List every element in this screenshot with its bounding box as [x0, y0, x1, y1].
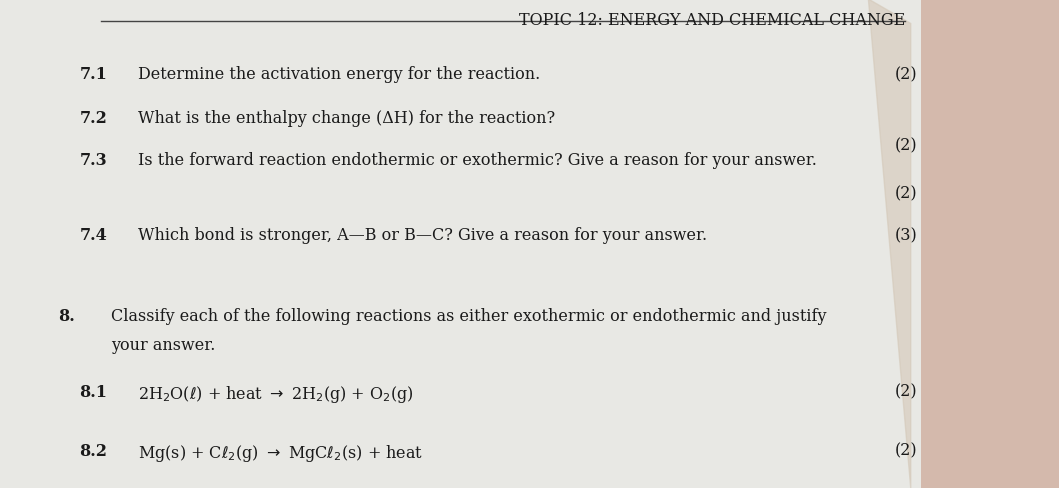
Text: 8.: 8. — [58, 307, 75, 325]
Bar — [911, 0, 1059, 488]
Text: (2): (2) — [895, 383, 917, 400]
Text: your answer.: your answer. — [111, 337, 216, 354]
Text: (3): (3) — [895, 227, 917, 244]
Text: Mg(s) + C$\ell$$_2$(g) $\rightarrow$ MgC$\ell$$_2$(s) + heat: Mg(s) + C$\ell$$_2$(g) $\rightarrow$ MgC… — [138, 442, 423, 463]
Text: 7.4: 7.4 — [79, 227, 107, 244]
Text: Classify each of the following reactions as either exothermic or endothermic and: Classify each of the following reactions… — [111, 307, 827, 325]
Text: (2): (2) — [895, 137, 917, 154]
Text: 7.2: 7.2 — [79, 110, 107, 127]
Text: Is the forward reaction endothermic or exothermic? Give a reason for your answer: Is the forward reaction endothermic or e… — [138, 151, 816, 168]
Bar — [0, 0, 921, 488]
Text: 8.2: 8.2 — [79, 442, 107, 459]
Text: (2): (2) — [895, 185, 917, 203]
Text: (2): (2) — [895, 442, 917, 459]
Text: Determine the activation energy for the reaction.: Determine the activation energy for the … — [138, 66, 540, 83]
Text: (2): (2) — [895, 66, 917, 83]
Polygon shape — [868, 0, 911, 488]
Text: 7.1: 7.1 — [79, 66, 107, 83]
Text: TOPIC 12: ENERGY AND CHEMICAL CHANGE: TOPIC 12: ENERGY AND CHEMICAL CHANGE — [519, 12, 905, 29]
Text: 8.1: 8.1 — [79, 383, 107, 400]
Text: Which bond is stronger, A—B or B—C? Give a reason for your answer.: Which bond is stronger, A—B or B—C? Give… — [138, 227, 706, 244]
Text: 7.3: 7.3 — [79, 151, 107, 168]
Text: What is the enthalpy change (ΔH) for the reaction?: What is the enthalpy change (ΔH) for the… — [138, 110, 555, 127]
Text: 2H$_2$O($\ell$) + heat $\rightarrow$ 2H$_2$(g) + O$_2$(g): 2H$_2$O($\ell$) + heat $\rightarrow$ 2H$… — [138, 383, 413, 404]
